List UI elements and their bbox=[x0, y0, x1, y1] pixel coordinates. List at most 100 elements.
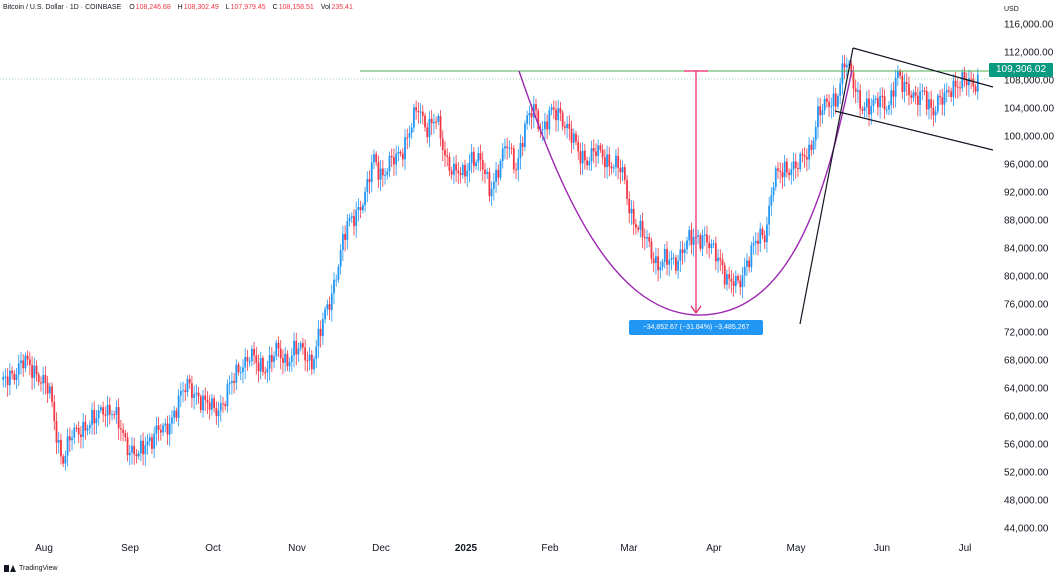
candle-body bbox=[785, 161, 788, 173]
candle-body bbox=[945, 90, 948, 93]
candle-body bbox=[728, 274, 731, 279]
candle-body bbox=[923, 90, 926, 92]
candle-body bbox=[153, 433, 156, 449]
price-tick-label: 76,000.00 bbox=[1004, 300, 1049, 311]
candle-body bbox=[692, 236, 695, 245]
candle-body bbox=[959, 87, 961, 89]
time-axis: Aug Sep Oct Nov Dec 2025 Feb Mar Apr May Jun Jul bbox=[35, 543, 971, 554]
candle-body bbox=[26, 355, 29, 360]
measure-label: −34,852.67 (−31.84%) −3,485,267 bbox=[629, 320, 763, 335]
candle-body bbox=[706, 234, 708, 243]
candle-body bbox=[393, 157, 395, 165]
time-tick-label: Sep bbox=[121, 543, 139, 554]
candle-body bbox=[350, 216, 353, 218]
candle-body bbox=[763, 235, 766, 243]
price-tick-label: 100,000.00 bbox=[1004, 132, 1054, 143]
candle-body bbox=[630, 208, 633, 214]
candle-body bbox=[242, 367, 244, 373]
candle-body bbox=[637, 227, 640, 230]
candle-body bbox=[93, 410, 96, 424]
candle-body bbox=[510, 147, 513, 149]
candle-body bbox=[501, 148, 504, 162]
candle-body bbox=[781, 171, 784, 178]
candle-body bbox=[100, 407, 102, 411]
candle-body bbox=[424, 115, 426, 128]
candle-body bbox=[921, 90, 924, 92]
candle-body bbox=[470, 151, 473, 164]
candle-body bbox=[746, 260, 748, 267]
candle-body bbox=[575, 133, 577, 142]
candle-body bbox=[808, 144, 810, 160]
candle-body bbox=[133, 445, 136, 455]
candle-body bbox=[699, 235, 702, 249]
time-tick-label: Mar bbox=[620, 543, 638, 554]
candle-body bbox=[828, 101, 830, 107]
chart-header: Bitcoin / U.S. Dollar · 1D · COINBASE O1… bbox=[3, 4, 358, 11]
candle-body bbox=[197, 392, 200, 397]
low-value: 107,979.45 bbox=[230, 4, 266, 11]
candle-body bbox=[401, 153, 404, 160]
candle-body bbox=[859, 90, 862, 109]
candle-body bbox=[386, 171, 389, 175]
candle-body bbox=[517, 157, 520, 171]
price-tick-label: 60,000.00 bbox=[1004, 412, 1049, 423]
candle-body bbox=[766, 224, 768, 243]
candle-body bbox=[457, 170, 460, 174]
candle-body bbox=[830, 106, 833, 108]
candle-body bbox=[896, 71, 899, 78]
candle-body bbox=[817, 106, 819, 128]
candle-body bbox=[639, 220, 642, 230]
candle-body bbox=[333, 279, 335, 294]
candle-body bbox=[721, 259, 724, 266]
candle-body bbox=[377, 161, 380, 180]
candle-body bbox=[555, 109, 557, 121]
candle-body bbox=[266, 368, 269, 373]
candle-body bbox=[28, 359, 31, 366]
currency-label: USD bbox=[1004, 6, 1019, 13]
brand-name: TradingView bbox=[19, 565, 58, 572]
candle-body bbox=[956, 86, 959, 88]
candle-body bbox=[777, 168, 779, 171]
candle-body bbox=[148, 437, 151, 442]
candle-body bbox=[628, 198, 631, 214]
candle-body bbox=[270, 354, 273, 362]
candle-body bbox=[357, 207, 360, 211]
candle-body bbox=[381, 168, 384, 176]
candle-body bbox=[708, 242, 711, 249]
candle-body bbox=[814, 127, 817, 141]
candle-body bbox=[95, 418, 98, 424]
candle-body bbox=[186, 378, 189, 393]
candle-body bbox=[794, 161, 797, 168]
candle-body bbox=[672, 257, 675, 259]
candle-body bbox=[48, 386, 51, 394]
candle-body bbox=[752, 243, 755, 246]
candle-body bbox=[299, 343, 302, 349]
candle-body bbox=[368, 179, 371, 183]
candle-body bbox=[208, 402, 211, 410]
candle-body bbox=[313, 358, 315, 370]
candle-body bbox=[168, 423, 171, 435]
candle-body bbox=[961, 72, 964, 89]
candle-body bbox=[643, 237, 646, 239]
candle-body bbox=[237, 364, 240, 373]
tradingview-brand[interactable]: TradingView bbox=[4, 565, 58, 572]
candle-body bbox=[348, 217, 351, 222]
candle-body bbox=[353, 216, 355, 227]
candle-body bbox=[126, 437, 129, 456]
candle-body bbox=[526, 115, 529, 124]
candle-body bbox=[315, 346, 318, 359]
time-tick-label: Feb bbox=[541, 543, 559, 554]
candle-body bbox=[355, 210, 358, 227]
candle-body bbox=[854, 88, 857, 92]
candle-body bbox=[202, 395, 204, 411]
candle-body bbox=[479, 153, 482, 160]
candle-body bbox=[4, 376, 7, 378]
candle-body bbox=[166, 423, 169, 435]
symbol-title[interactable]: Bitcoin / U.S. Dollar · 1D · COINBASE bbox=[3, 4, 122, 11]
low-label: L bbox=[225, 4, 230, 11]
candle-body bbox=[413, 107, 415, 128]
candle-body bbox=[841, 63, 844, 84]
candle-body bbox=[861, 108, 864, 111]
candle-body bbox=[497, 170, 500, 178]
